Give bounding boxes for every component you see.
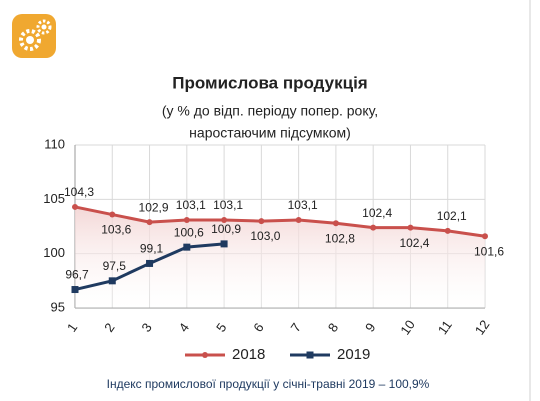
- point: [72, 203, 78, 210]
- x-tick-label: 12: [472, 317, 493, 337]
- x-tick-label: 1: [64, 320, 80, 335]
- legend-marker: [202, 352, 208, 358]
- point: [370, 224, 377, 231]
- data-label: 102,9: [139, 200, 169, 214]
- data-label: 100,6: [174, 225, 204, 239]
- point: [71, 286, 79, 294]
- data-label: 100,9: [211, 222, 241, 236]
- y-tick-label: 95: [51, 299, 65, 314]
- footnote: Індекс промислової продукції у січні-тра…: [107, 377, 430, 391]
- x-tick-label: 3: [138, 320, 154, 335]
- data-label: 102,8: [325, 231, 355, 245]
- x-tick-label: 9: [362, 320, 378, 335]
- x-tick-label: 6: [250, 320, 266, 335]
- area: [75, 206, 485, 308]
- y-tick-label: 100: [43, 245, 65, 260]
- data-label: 103,1: [176, 198, 206, 212]
- chart-subtitle: наростаючим підсумком): [189, 125, 351, 141]
- legend-label: 2018: [232, 346, 265, 363]
- x-tick-label: 2: [101, 320, 117, 335]
- data-label: 97,5: [103, 259, 127, 273]
- legend-marker: [306, 351, 314, 359]
- point: [183, 216, 190, 223]
- data-label: 101,6: [474, 244, 504, 258]
- point: [220, 240, 228, 248]
- x-tick-label: 5: [213, 320, 229, 335]
- series-line: [74, 205, 486, 238]
- x-tick-label: 8: [325, 320, 341, 335]
- point: [482, 233, 488, 240]
- y-tick-label: 105: [43, 191, 65, 206]
- point: [108, 277, 116, 285]
- y-tick-label: 110: [44, 136, 65, 151]
- data-label: 103,1: [213, 198, 243, 212]
- data-label: 102,4: [399, 236, 429, 250]
- data-label: 96,7: [65, 268, 89, 282]
- point: [407, 224, 414, 231]
- point: [146, 259, 154, 267]
- chart-title: Промислова продукція: [172, 73, 367, 92]
- data-label: 103,6: [101, 223, 131, 237]
- point: [258, 218, 265, 225]
- chart-subtitle: (у % до відп. періоду попер. року,: [162, 103, 378, 119]
- point: [109, 211, 116, 218]
- x-tick-label: 4: [176, 320, 192, 335]
- data-label: 102,4: [362, 206, 392, 220]
- point: [332, 220, 339, 227]
- icon: [12, 14, 56, 58]
- data-label: 103,1: [288, 198, 318, 212]
- point: [146, 219, 153, 226]
- data-label: 102,1: [437, 209, 467, 223]
- data-label: 103,0: [250, 229, 280, 243]
- data-label: 104,3: [64, 185, 94, 199]
- point: [295, 216, 302, 223]
- x-tick-label: 10: [397, 317, 418, 337]
- x-tick-label: 11: [435, 318, 455, 338]
- point: [221, 216, 228, 223]
- legend-label: 2019: [337, 346, 370, 363]
- x-tick-label: 7: [288, 320, 304, 335]
- data-label: 99,1: [140, 242, 164, 256]
- point: [444, 227, 451, 234]
- point: [183, 243, 191, 251]
